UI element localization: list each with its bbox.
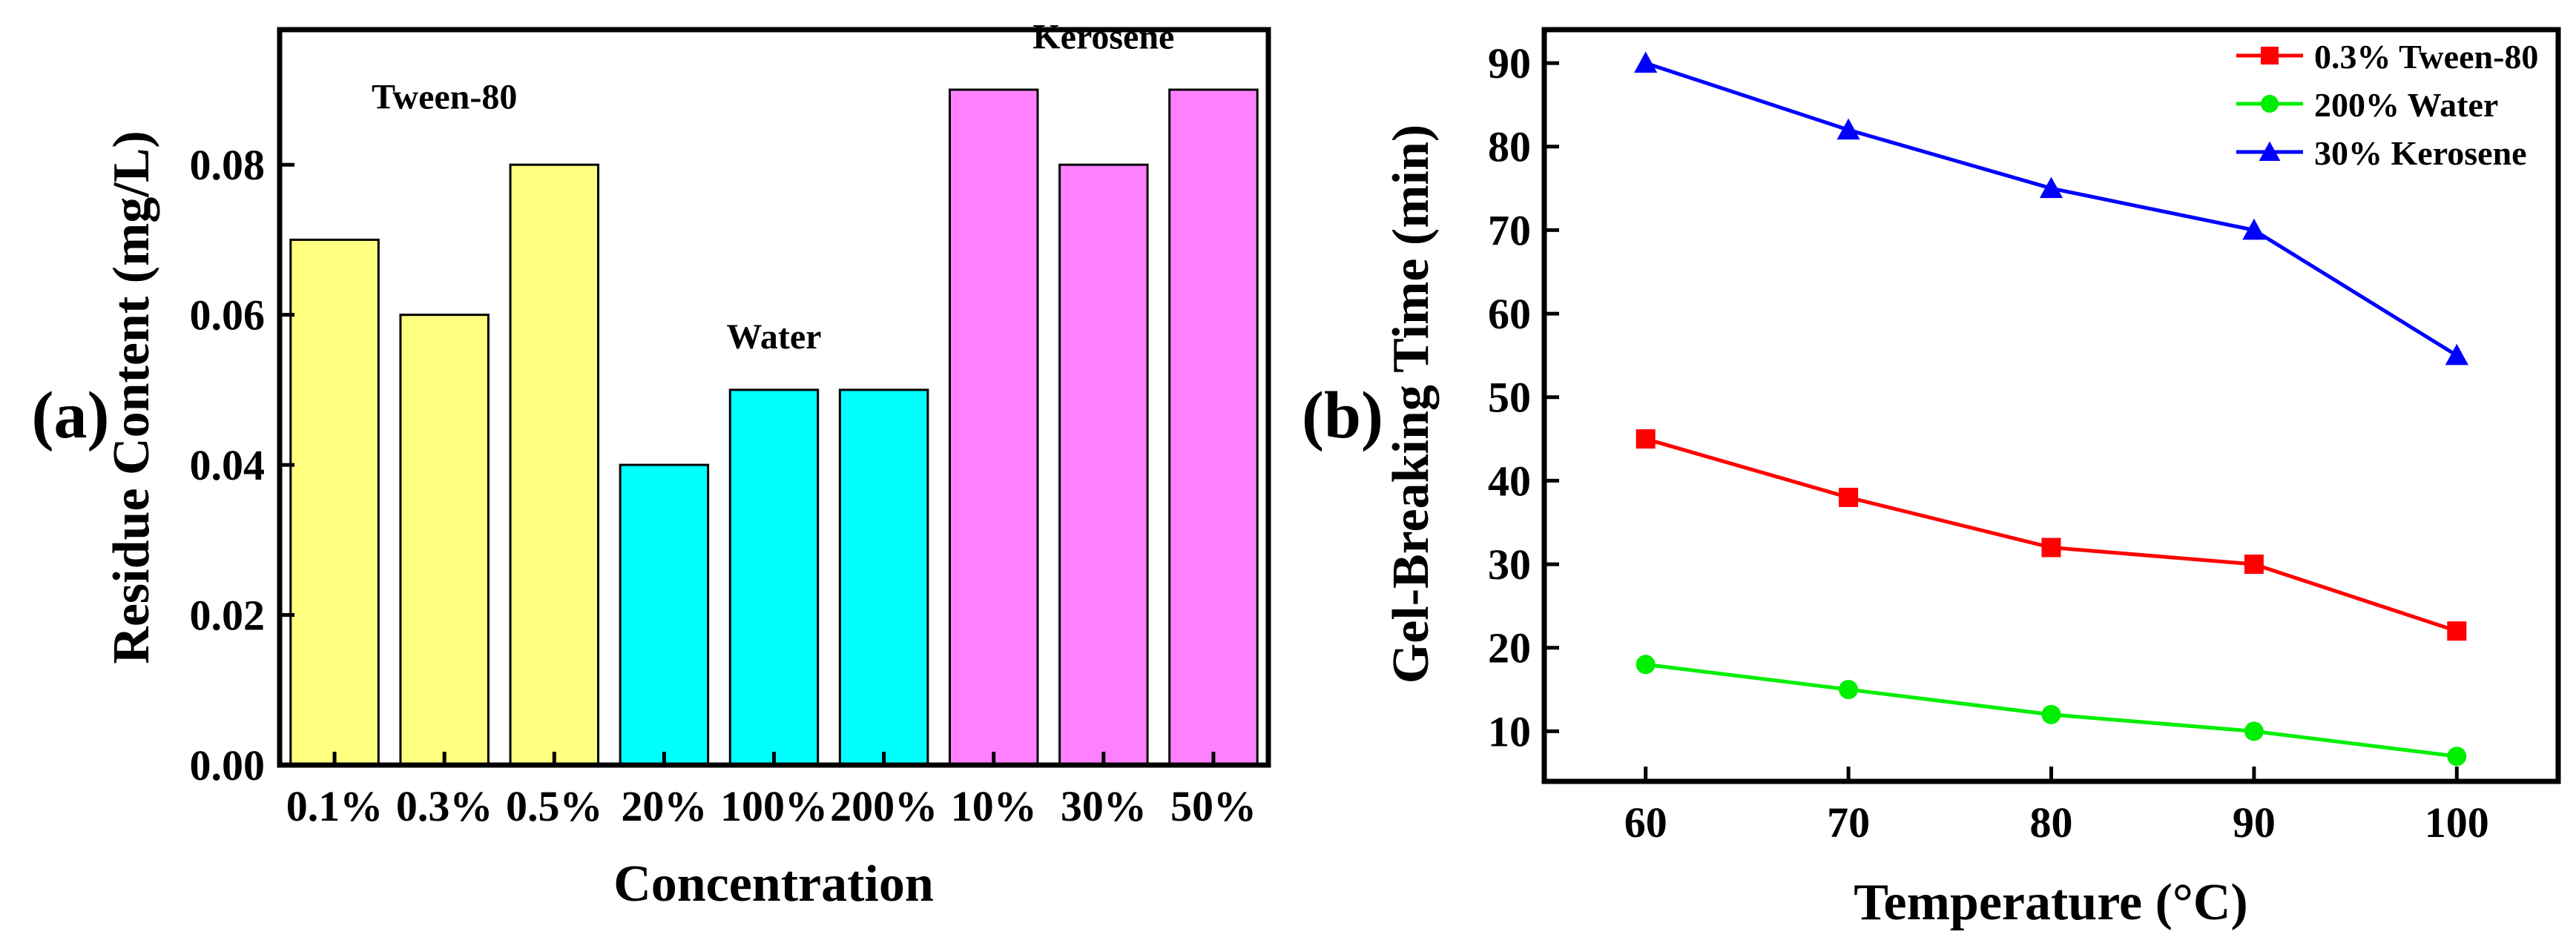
x-tick-label: 60 bbox=[1624, 798, 1667, 847]
triangle-marker bbox=[1634, 51, 1658, 73]
square-marker bbox=[1839, 487, 1859, 507]
x-tick-label: 100 bbox=[2425, 798, 2489, 847]
x-tick-label: 10% bbox=[951, 782, 1037, 830]
group-label: Kerosene bbox=[1032, 17, 1174, 56]
triangle-marker bbox=[1837, 118, 1860, 140]
y-tick-label: 50 bbox=[1488, 374, 1531, 422]
panel-a-xlabel: Concentration bbox=[613, 856, 934, 913]
square-marker bbox=[2244, 555, 2264, 575]
series-200-water bbox=[1635, 655, 2467, 767]
x-tick-label: 90 bbox=[2233, 798, 2276, 847]
x-tick-label: 80 bbox=[2030, 798, 2073, 847]
square-marker bbox=[2261, 47, 2279, 64]
bar bbox=[619, 463, 710, 767]
plot-frame bbox=[277, 27, 1271, 768]
legend-entry: 0.3% Tween-80 bbox=[2314, 38, 2538, 76]
circle-marker bbox=[1635, 655, 1656, 675]
y-tick-label: 60 bbox=[1488, 290, 1531, 338]
x-tick-label: 70 bbox=[1827, 798, 1870, 847]
circle-marker bbox=[2261, 95, 2279, 113]
bar bbox=[948, 88, 1039, 767]
circle-marker bbox=[2447, 747, 2467, 767]
x-tick-label: 20% bbox=[621, 782, 707, 830]
x-tick-label: 30% bbox=[1061, 782, 1147, 830]
square-marker bbox=[1635, 429, 1656, 449]
y-tick-label: 0.00 bbox=[190, 741, 266, 790]
bar bbox=[838, 388, 929, 767]
x-tick-label: 100% bbox=[720, 782, 828, 830]
y-tick-label: 10 bbox=[1488, 707, 1531, 755]
plot-frame bbox=[1541, 27, 2561, 784]
x-tick-label: 0.3% bbox=[396, 782, 493, 830]
triangle-marker bbox=[2259, 141, 2281, 161]
bar bbox=[289, 238, 380, 767]
panel-b: (b) Gel-Breaking Time (min) Temperature … bbox=[1302, 27, 2561, 931]
triangle-marker bbox=[2242, 218, 2266, 240]
bar bbox=[1168, 88, 1259, 767]
y-tick-label: 0.02 bbox=[190, 592, 266, 640]
circle-marker bbox=[2244, 721, 2264, 741]
x-tick-label: 200% bbox=[830, 782, 938, 830]
bar bbox=[399, 314, 490, 767]
panel-a-ylabel: Residue Content (mg/L) bbox=[103, 130, 160, 664]
triangle-marker bbox=[2039, 176, 2063, 199]
series-30-kerosene bbox=[1634, 51, 2468, 365]
group-label: Tween-80 bbox=[372, 77, 517, 116]
bar bbox=[1058, 163, 1149, 767]
y-tick-label: 40 bbox=[1488, 457, 1531, 505]
x-tick-label: 0.1% bbox=[286, 782, 383, 830]
y-tick-label: 80 bbox=[1488, 123, 1531, 171]
bar bbox=[728, 388, 820, 767]
panel-a-label: (a) bbox=[32, 379, 110, 452]
y-tick-label: 0.08 bbox=[190, 141, 266, 189]
legend-entry: 200% Water bbox=[2314, 86, 2498, 124]
x-tick-label: 50% bbox=[1170, 782, 1256, 830]
panel-b-ylabel: Gel-Breaking Time (min) bbox=[1383, 125, 1440, 684]
y-tick-label: 0.06 bbox=[190, 291, 266, 340]
y-tick-label: 90 bbox=[1488, 39, 1531, 87]
square-marker bbox=[2041, 537, 2061, 557]
circle-marker bbox=[2041, 704, 2061, 724]
y-tick-label: 30 bbox=[1488, 540, 1531, 589]
series-line bbox=[1645, 437, 2458, 633]
series-0-3-tween-80 bbox=[1635, 429, 2467, 641]
bar bbox=[509, 163, 600, 767]
x-tick-label: 0.5% bbox=[506, 782, 603, 830]
panel-a: (a) Residue Content (mg/L) Concentration… bbox=[32, 17, 1271, 913]
y-tick-label: 0.04 bbox=[190, 441, 266, 489]
panel-b-label: (b) bbox=[1302, 379, 1383, 452]
legend-entry: 30% Kerosene bbox=[2314, 134, 2527, 172]
square-marker bbox=[2447, 621, 2467, 641]
circle-marker bbox=[1839, 680, 1859, 700]
y-tick-label: 70 bbox=[1488, 206, 1531, 254]
group-label: Water bbox=[727, 317, 822, 357]
y-tick-label: 20 bbox=[1488, 624, 1531, 672]
panel-b-xlabel: Temperature (°C) bbox=[1854, 874, 2248, 931]
triangle-marker bbox=[2445, 343, 2468, 365]
